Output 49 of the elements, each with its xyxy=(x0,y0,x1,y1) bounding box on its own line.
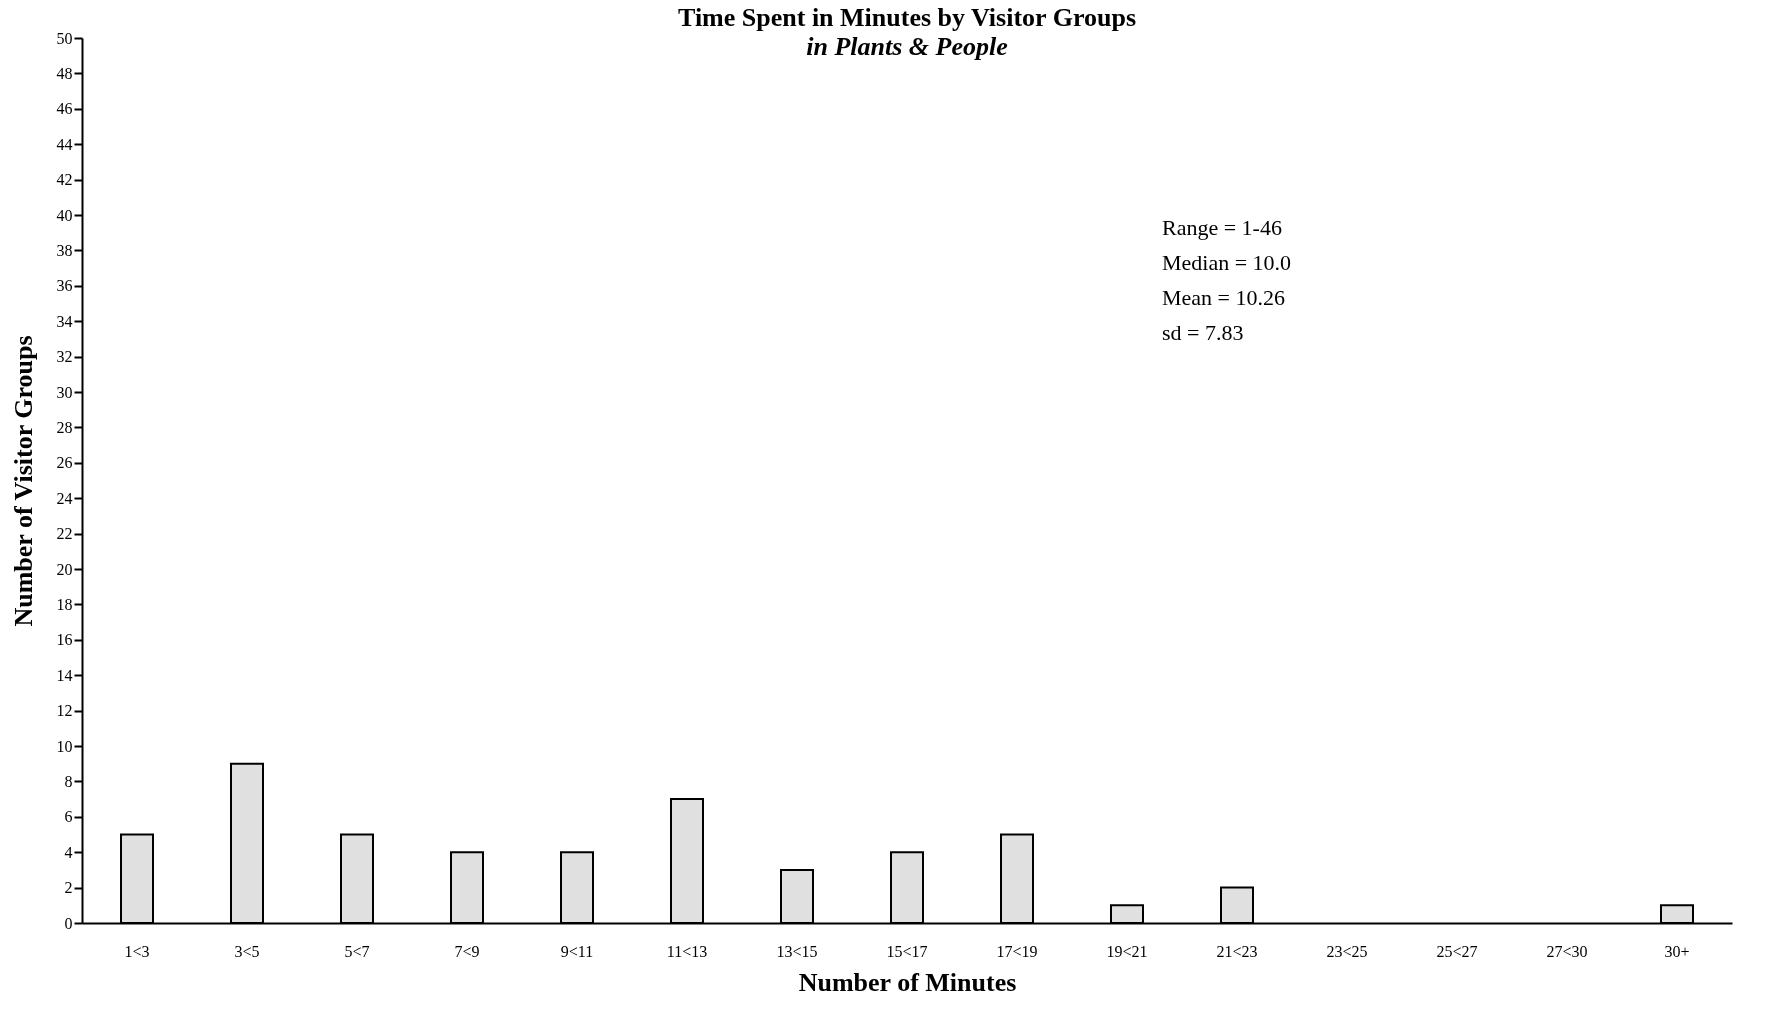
y-tick-label: 24 xyxy=(56,489,73,507)
x-tick-label: 23<25 xyxy=(1326,942,1368,960)
y-axis-title: Number of Visitor Groups xyxy=(8,335,38,627)
y-tick-label: 48 xyxy=(56,64,73,82)
x-tick-label: 17<19 xyxy=(996,942,1038,960)
y-tick-label: 44 xyxy=(56,135,73,153)
y-tick-label: 18 xyxy=(56,595,73,613)
y-tick-label: 50 xyxy=(56,29,73,47)
x-tick-label: 15<17 xyxy=(886,942,928,960)
y-tick-label: 42 xyxy=(56,171,73,189)
x-tick-label: 25<27 xyxy=(1436,942,1478,960)
annotation: sd = 7.83 xyxy=(1162,320,1244,345)
y-tick-label: 28 xyxy=(56,418,73,436)
y-tick-label: 0 xyxy=(64,914,73,932)
x-tick-label: 9<11 xyxy=(560,942,594,960)
y-tick-label: 26 xyxy=(56,454,73,472)
x-tick-label: 13<15 xyxy=(776,942,818,960)
x-tick-label: 30+ xyxy=(1664,942,1690,960)
y-tick-label: 2 xyxy=(64,879,73,897)
y-tick-label: 38 xyxy=(56,241,73,259)
y-tick-label: 14 xyxy=(56,666,73,684)
y-tick-label: 46 xyxy=(56,100,73,118)
annotation: Range = 1-46 xyxy=(1162,215,1282,240)
y-tick-label: 12 xyxy=(56,702,73,720)
y-tick-label: 16 xyxy=(56,631,73,649)
y-tick-label: 34 xyxy=(56,312,73,330)
chart-subtitle: in Plants & People xyxy=(806,32,1008,61)
y-tick-label: 30 xyxy=(56,383,73,401)
x-tick-label: 5<7 xyxy=(344,942,370,960)
x-tick-label: 11<13 xyxy=(666,942,708,960)
y-tick-label: 20 xyxy=(56,560,73,578)
x-tick-label: 19<21 xyxy=(1106,942,1148,960)
x-axis-title: Number of Minutes xyxy=(798,967,1017,997)
y-tick-label: 10 xyxy=(56,737,73,755)
y-tick-label: 4 xyxy=(64,843,73,861)
y-tick-label: 6 xyxy=(64,808,73,826)
annotation: Mean = 10.26 xyxy=(1162,285,1285,310)
annotation: Median = 10.0 xyxy=(1162,250,1292,275)
y-tick-label: 40 xyxy=(56,206,73,224)
y-tick-label: 36 xyxy=(56,277,73,295)
x-tick-label: 7<9 xyxy=(454,942,480,960)
y-tick-label: 8 xyxy=(64,772,73,790)
x-tick-label: 3<5 xyxy=(234,942,260,960)
x-tick-label: 1<3 xyxy=(124,942,150,960)
x-tick-label: 27<30 xyxy=(1546,942,1588,960)
chart-title: Time Spent in Minutes by Visitor Groups xyxy=(678,3,1136,32)
x-tick-label: 21<23 xyxy=(1216,942,1258,960)
y-tick-label: 22 xyxy=(56,525,73,543)
y-tick-label: 32 xyxy=(56,348,73,366)
